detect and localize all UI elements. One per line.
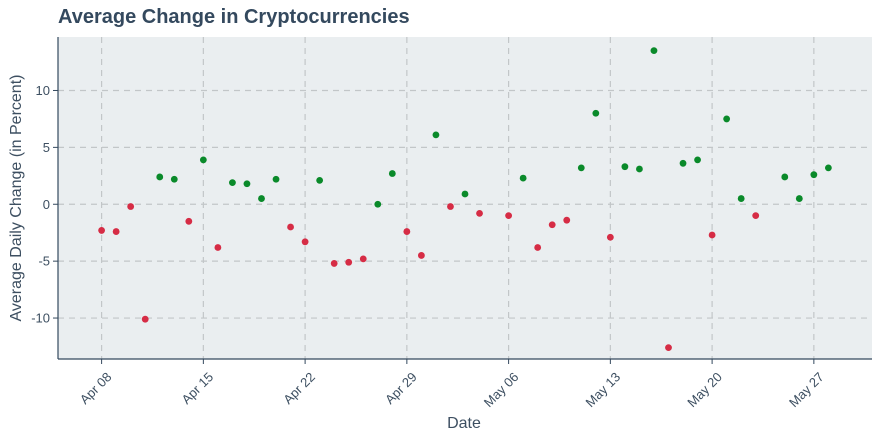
chart-title: Average Change in Cryptocurrencies — [58, 6, 410, 28]
x-tick-label: Apr 15 — [179, 369, 217, 407]
data-point — [476, 209, 483, 217]
x-tick-label: Apr 29 — [382, 369, 420, 407]
data-point — [694, 156, 701, 164]
data-point — [810, 171, 818, 179]
data-point — [301, 238, 309, 246]
y-tick-label: 5 — [43, 140, 50, 155]
x-tick-label: May 06 — [481, 369, 522, 410]
x-tick-label: May 20 — [684, 369, 725, 410]
data-point — [505, 212, 513, 220]
y-tick-label: 0 — [43, 197, 50, 212]
data-point — [795, 195, 803, 202]
data-point — [388, 170, 396, 177]
data-point — [650, 47, 658, 55]
data-point — [156, 173, 164, 181]
data-point — [737, 195, 745, 202]
y-tick-label: -5 — [38, 254, 50, 269]
data-point — [824, 164, 832, 172]
data-point — [621, 163, 629, 171]
x-tick-label: May 13 — [583, 369, 624, 410]
data-point — [577, 164, 585, 172]
data-point — [98, 227, 106, 234]
data-point — [665, 344, 672, 352]
data-point — [519, 174, 527, 182]
data-point — [272, 175, 280, 183]
data-point — [708, 231, 716, 239]
data-point — [214, 244, 222, 251]
data-point — [243, 180, 251, 188]
y-tick-label: -10 — [31, 311, 50, 326]
data-point — [330, 260, 338, 267]
data-points — [98, 47, 832, 352]
data-point — [606, 233, 614, 241]
y-tick-label: 10 — [36, 83, 50, 98]
data-point — [287, 223, 294, 231]
data-point — [592, 109, 600, 117]
data-point — [403, 228, 411, 235]
data-point — [447, 203, 454, 210]
data-point — [359, 255, 367, 263]
data-point — [548, 221, 556, 229]
data-point — [752, 212, 760, 220]
data-point — [258, 195, 265, 202]
data-point — [563, 216, 571, 224]
grid — [58, 37, 872, 359]
data-point — [417, 252, 425, 259]
data-point — [316, 176, 324, 184]
data-point — [781, 173, 789, 181]
data-point — [432, 131, 440, 139]
data-point — [461, 190, 469, 198]
plot-area — [58, 37, 872, 359]
data-point — [112, 228, 120, 235]
x-tick-label: May 27 — [786, 369, 827, 410]
x-tick-label: Apr 08 — [77, 369, 115, 407]
data-point — [679, 159, 687, 167]
y-axis-title: Average Daily Change (in Percent) — [8, 75, 25, 322]
data-point — [345, 258, 353, 266]
data-point — [127, 203, 135, 210]
data-point — [141, 315, 149, 323]
data-point — [199, 156, 207, 164]
data-point — [636, 165, 643, 173]
data-point — [534, 244, 542, 251]
data-point — [229, 179, 236, 187]
x-axis-title: Date — [447, 415, 481, 432]
x-tick-label: Apr 22 — [280, 369, 318, 407]
data-point — [374, 200, 382, 208]
data-point — [723, 115, 731, 123]
data-point — [170, 175, 178, 183]
data-point — [185, 217, 193, 225]
